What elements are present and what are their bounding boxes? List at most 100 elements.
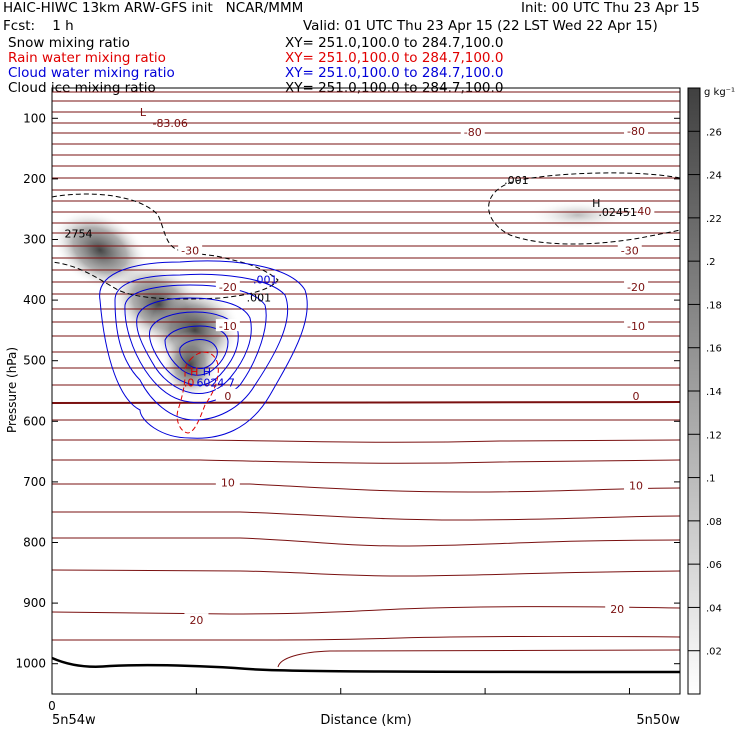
contour-label-bg xyxy=(184,613,209,626)
temperature-contours xyxy=(52,91,680,668)
colorbar-tick-label: .1 xyxy=(706,474,716,485)
x-axis-title: Distance (km) xyxy=(320,713,411,728)
isotherm xyxy=(52,511,680,521)
colorbar-tick-label: .14 xyxy=(706,387,722,398)
isotherm xyxy=(277,649,680,668)
contour-label-bg xyxy=(215,475,240,488)
colorbar-tick-label: .06 xyxy=(706,560,722,571)
contour-label-bg xyxy=(215,279,240,292)
header-line1-right: Init: 00 UTC Thu 23 Apr 15 xyxy=(521,0,700,16)
field-cloud-water-label: Cloud water mixing ratio xyxy=(8,65,175,81)
colorbar-tick-label: .26 xyxy=(706,127,722,138)
colorbar-tick-label: .02 xyxy=(706,647,722,658)
rain-water-contours xyxy=(176,351,219,434)
field-snow-label: Snow mixing ratio xyxy=(8,35,130,51)
extremum-label: L xyxy=(140,106,147,119)
x-endpoint-right: 5n50w xyxy=(636,713,680,728)
extremum-label: .02451 xyxy=(598,206,637,219)
extremum-label: .001 xyxy=(504,174,529,187)
y-tick-label: 100 xyxy=(23,111,46,125)
isotherm xyxy=(52,569,680,577)
y-tick-label: 900 xyxy=(23,596,46,610)
colorbar-tick-label: .24 xyxy=(706,171,722,182)
colorbar-tick-label: .18 xyxy=(706,300,722,311)
temperature-contour-label: -30 xyxy=(621,244,639,257)
contour-label-bg xyxy=(630,204,655,217)
colorbar-tick-label: .16 xyxy=(706,344,722,355)
x-axis xyxy=(51,688,630,694)
cloud-water-contours xyxy=(99,260,308,439)
colorbar-tick-label: .04 xyxy=(706,603,722,614)
temperature-contour-label: -30 xyxy=(181,244,199,257)
terrain-line xyxy=(51,656,681,674)
temperature-contour-label: 0 xyxy=(633,390,640,403)
temperature-contour-label: 20 xyxy=(610,603,624,616)
field-rain-label: Rain water mixing ratio xyxy=(8,50,166,66)
temperature-contour-label: -10 xyxy=(627,320,645,333)
isotherm xyxy=(52,606,680,615)
extremum-label: -83.06 xyxy=(152,117,187,130)
y-tick-label: 1000 xyxy=(15,657,46,671)
temperature-contour-label: 0 xyxy=(224,390,231,403)
y-tick-label: 500 xyxy=(23,354,46,368)
temperature-contour-label: -80 xyxy=(627,125,645,138)
contour-label-bg xyxy=(624,124,649,137)
extremum-label: H xyxy=(190,366,198,379)
isotherm xyxy=(52,439,680,443)
header-line2-right: Valid: 01 UTC Thu 23 Apr 15 (22 LST Wed … xyxy=(303,18,658,34)
colorbar-tick-label: .12 xyxy=(706,430,722,441)
contour-label-bg xyxy=(215,388,240,401)
extremum-label: .001 xyxy=(253,273,278,286)
contour-label-bg xyxy=(624,388,649,401)
field-cloud-water-range: XY= 251.0,100.0 to 284.7,100.0 xyxy=(285,65,504,81)
contour-label-bg xyxy=(605,602,630,615)
contour-label-bg xyxy=(624,319,649,332)
temperature-contour-label: -10 xyxy=(219,320,237,333)
y-tick-label: 600 xyxy=(23,414,46,428)
temperature-contour-label: 10 xyxy=(221,477,235,490)
isotherm-0 xyxy=(52,401,680,404)
header-line2-left: Fcst: 1 h xyxy=(3,18,74,34)
extremum-label: .001 xyxy=(247,292,272,305)
contour-label-bg xyxy=(617,243,642,256)
contour-label-bg xyxy=(178,243,203,256)
temperature-contour-label: 10 xyxy=(629,480,643,493)
colorbar-tick-label: .08 xyxy=(706,517,722,528)
extremum-label: H xyxy=(203,366,211,379)
extremum-label: 6024 xyxy=(196,377,224,390)
isotherm xyxy=(52,483,680,493)
y-tick-label: 200 xyxy=(23,172,46,186)
temperature-contour-label: -20 xyxy=(219,281,237,294)
temperature-contour-label: -20 xyxy=(627,281,645,294)
y-tick-label: 800 xyxy=(23,536,46,550)
contour-label-bg xyxy=(624,279,649,292)
contour-label-bg xyxy=(215,319,240,332)
contour-labels: -80 -80 -40 -30 -30 -20 -20 -10 -10 0 0 10 10 20 20 L -8… xyxy=(65,106,655,627)
plot-frame xyxy=(51,87,681,695)
colorbar-tick-label: .22 xyxy=(706,214,722,225)
temperature-contour-label: 20 xyxy=(189,614,203,627)
colorbar-ticks: .02 .04 .06 .08 .1 .12 .14 .16 .18 .2 .22 .24 .26 xyxy=(688,127,722,658)
y-tick-label: 300 xyxy=(23,233,46,247)
x-endpoint-left: 5n54w xyxy=(52,713,96,728)
colorbar-tick-label: .2 xyxy=(706,257,716,268)
extremum-label: 7 xyxy=(228,377,235,390)
y-axis-title: Pressure (hPa) xyxy=(5,347,19,433)
y-tick-label: 700 xyxy=(23,475,46,489)
extremum-label: 2754 xyxy=(65,227,93,240)
contour-label-bg xyxy=(460,125,485,138)
extremum-label: H xyxy=(592,197,600,210)
contour-label-bg xyxy=(624,478,649,491)
snow-contours xyxy=(52,172,680,300)
isotherm xyxy=(52,635,680,641)
colorbar-unit: g kg⁻¹ xyxy=(704,87,735,98)
temperature-contour-label: -40 xyxy=(633,205,651,218)
field-snow-range: XY= 251.0,100.0 to 284.7,100.0 xyxy=(285,35,504,51)
header-line1-left: HAIC-HIWC 13km ARW-GFS init NCAR/MMM xyxy=(3,0,304,16)
temperature-contour-label: -80 xyxy=(464,126,482,139)
isotherm xyxy=(52,537,680,547)
x-tick-label: 0 xyxy=(48,699,56,713)
y-tick-label: 400 xyxy=(23,293,46,307)
